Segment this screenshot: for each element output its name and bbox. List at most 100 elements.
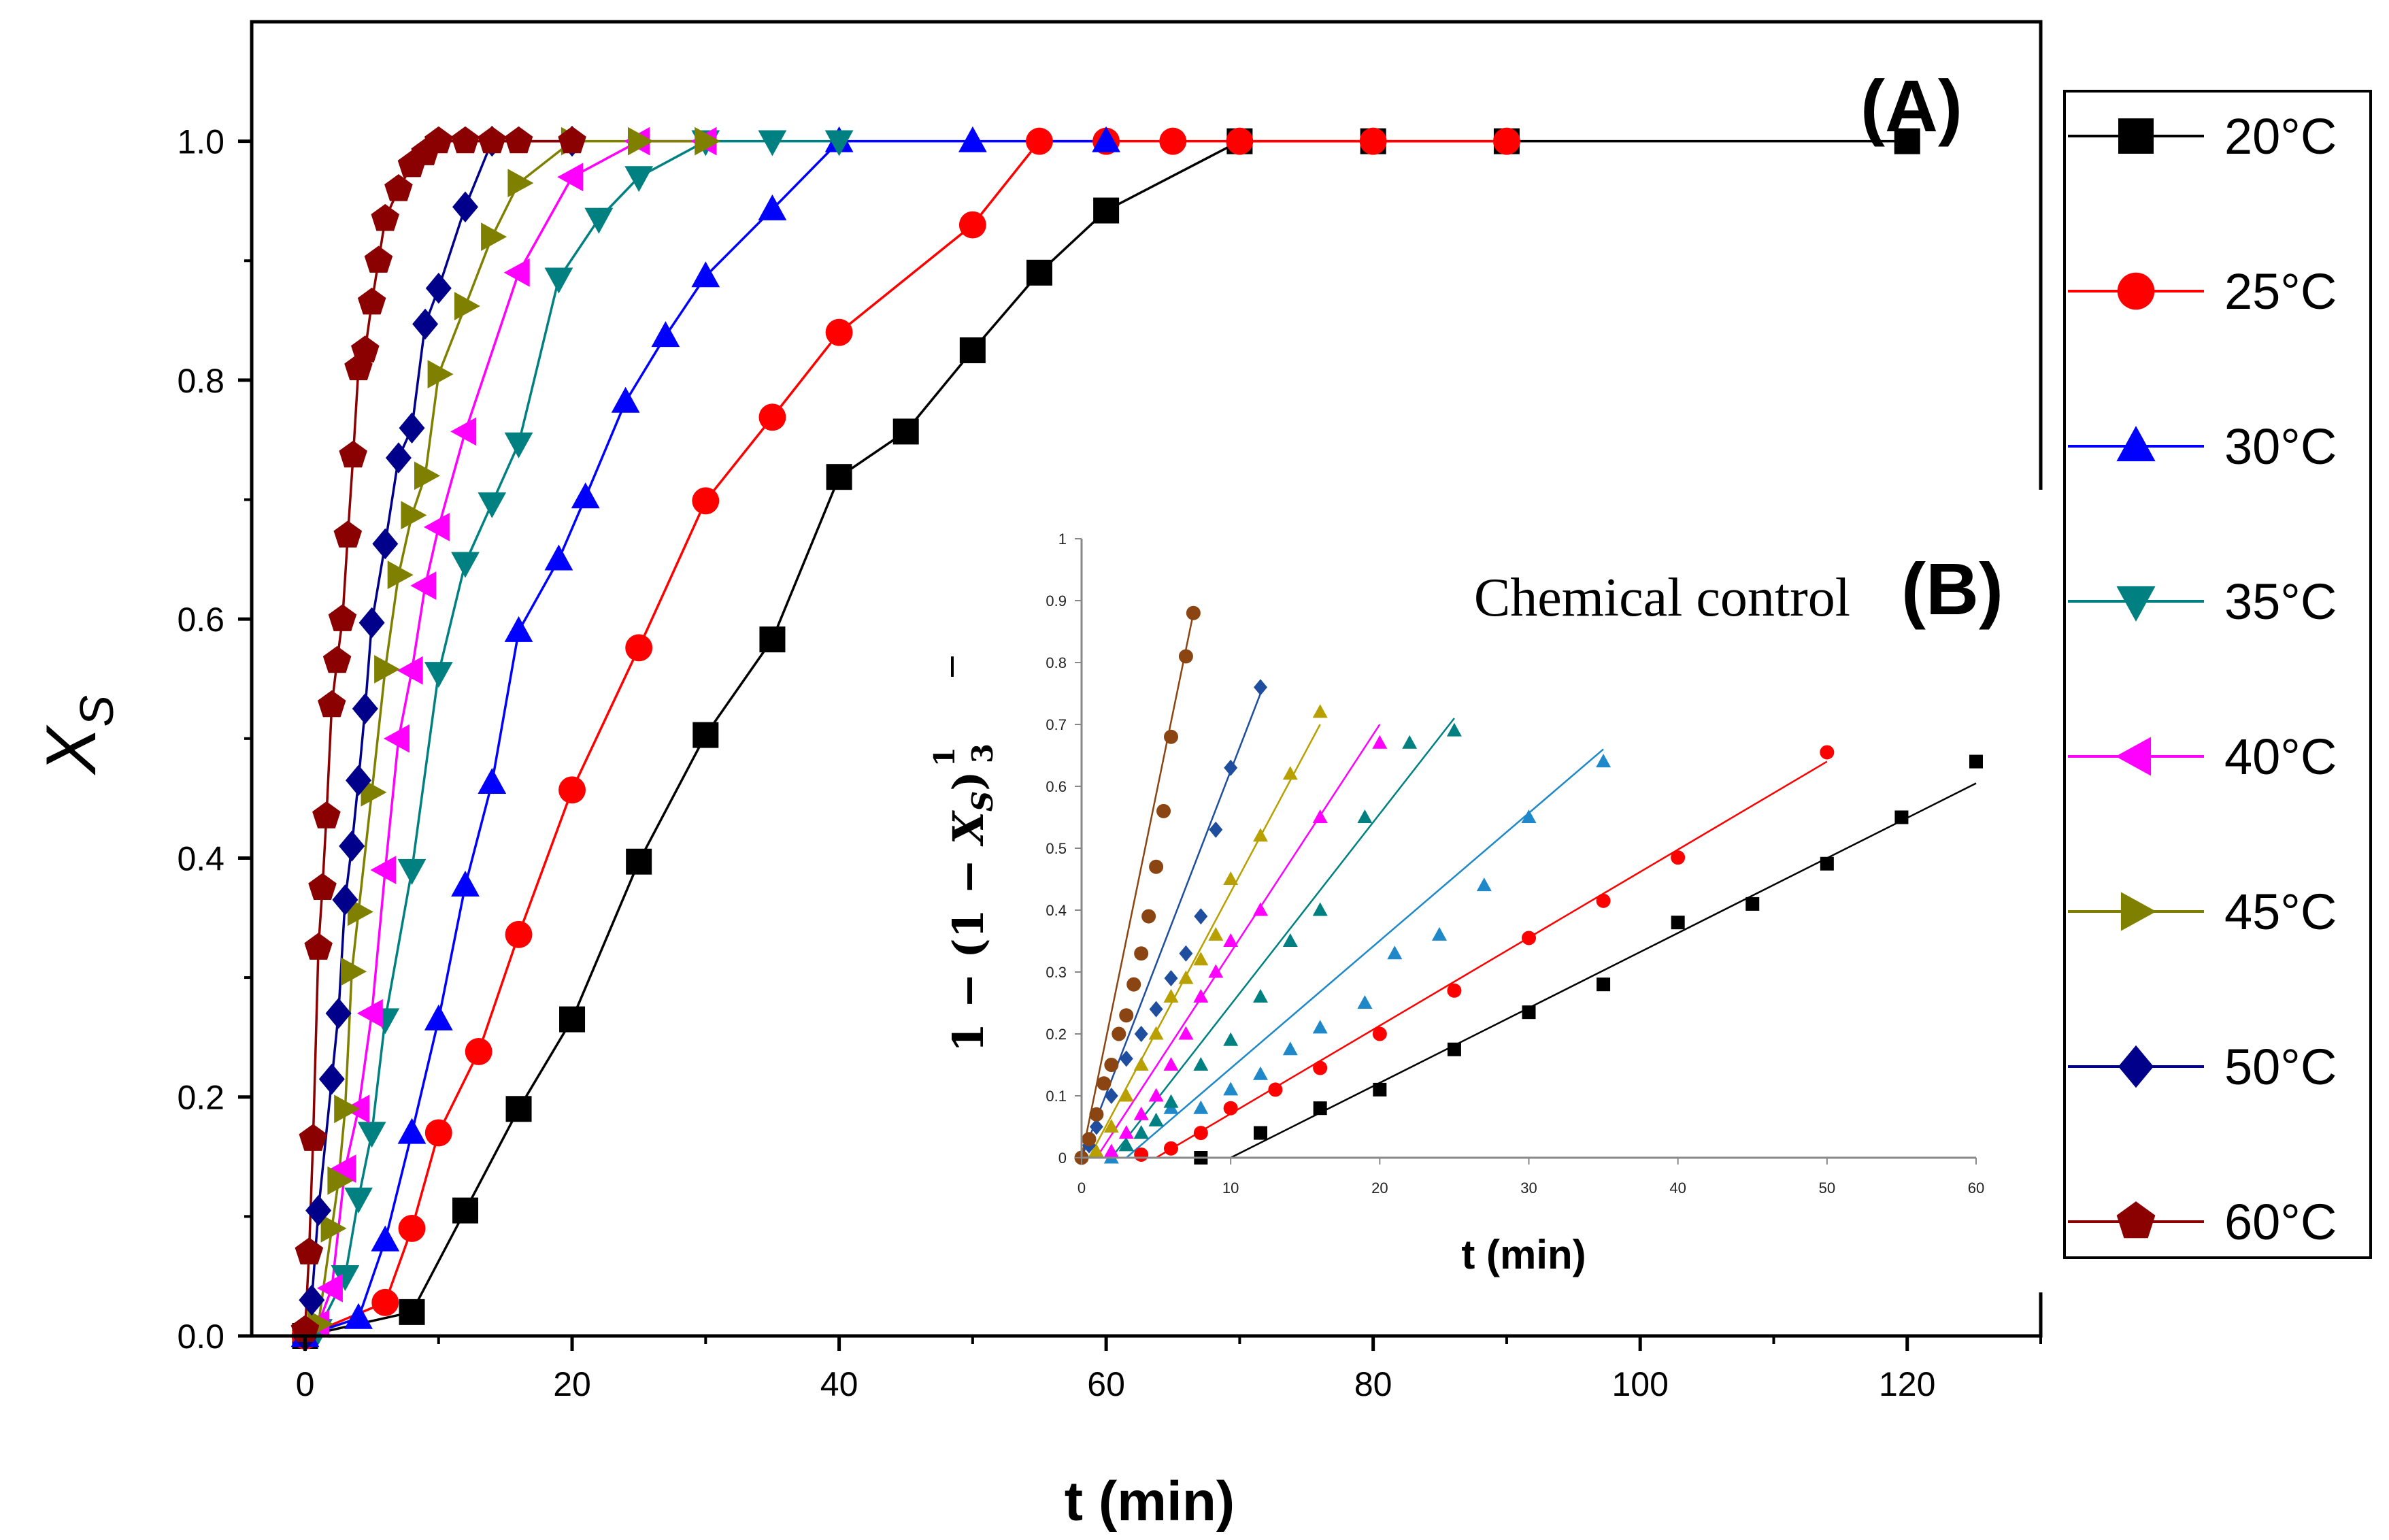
main-series-3-point — [651, 321, 680, 348]
main-series-7-point — [352, 693, 378, 724]
inset-series-1-point — [1745, 897, 1760, 911]
main-series-8-point — [318, 690, 346, 718]
main-series-4-point — [478, 492, 507, 518]
legend-item: 25°C — [2068, 263, 2337, 320]
main-series-7-point — [299, 1284, 325, 1316]
main-y-axis: 0.0 0.2 0.4 0.6 0.8 1.0 — [177, 22, 254, 1356]
inset-series-7-point — [1194, 908, 1208, 925]
inset-x-tick-label: 20 — [1371, 1179, 1388, 1196]
main-series-line-7 — [303, 139, 572, 1337]
main-x-tick-label: 100 — [1611, 1365, 1668, 1403]
main-series-2-point — [692, 487, 720, 515]
main-series-3-point — [691, 261, 720, 288]
legend-item: 45°C — [2068, 884, 2337, 940]
main-series-2-point — [465, 1038, 492, 1065]
main-series-8-point — [424, 126, 453, 154]
inset-series-4-point — [1193, 1057, 1209, 1071]
legend-marker — [2116, 426, 2156, 462]
legend-box — [2063, 90, 2372, 1259]
main-series-1-point — [759, 626, 786, 653]
inset-series-2-point — [1372, 1026, 1387, 1041]
main-series-7-point — [412, 308, 439, 340]
inset-series-1-point — [1447, 1042, 1461, 1056]
legend-label: 20°C — [2224, 108, 2337, 165]
inset-series-8-point — [1178, 649, 1193, 664]
inset-y-tick-label: 0.5 — [1046, 840, 1067, 857]
inset-series-5-point — [1178, 1026, 1194, 1040]
main-y-axis-title-main: X — [32, 724, 111, 775]
main-series-6-point — [401, 501, 427, 530]
main-series-1-point — [399, 1299, 425, 1325]
inset-y-title-x: X — [943, 809, 993, 847]
main-series-2-point — [371, 1288, 399, 1316]
main-series-3-point — [451, 871, 480, 897]
legend-label: 60°C — [2224, 1194, 2337, 1250]
inset-series-8-point — [1156, 803, 1171, 818]
inset-series-1-point — [1373, 1082, 1387, 1097]
main-series-7-point — [318, 1063, 345, 1095]
inset-x-tick-label: 0 — [1077, 1179, 1086, 1196]
main-series-5-point — [316, 1273, 343, 1303]
main-series-7-point — [358, 607, 385, 639]
inset-series-7-point — [1089, 1118, 1103, 1135]
inset-series-4-point — [1282, 933, 1298, 947]
inset-fit-line-6 — [1088, 724, 1321, 1158]
inset-series-5-point — [1253, 902, 1268, 916]
inset-series-3-point — [1357, 995, 1373, 1009]
inset-y-title-sub: S — [966, 791, 999, 811]
main-series-4-point — [397, 858, 427, 885]
inset-y-tick-label: 0.6 — [1046, 778, 1067, 795]
inset-series-2-point — [1268, 1082, 1283, 1097]
inset-y-tick-label: 0.8 — [1046, 654, 1067, 671]
legend-marker — [2118, 1045, 2154, 1088]
main-series-2-point — [505, 920, 533, 948]
main-x-tick-label: 40 — [820, 1365, 858, 1403]
main-y-tick-label: 0.4 — [177, 839, 224, 877]
legend-label: 35°C — [2224, 573, 2337, 630]
main-series-4-point — [824, 130, 854, 156]
inset-series-1-point — [1522, 1005, 1536, 1020]
inset-y-tick-label: 0.3 — [1046, 964, 1067, 981]
inset-series-2-point — [1671, 850, 1686, 865]
legend-label: 45°C — [2224, 884, 2337, 940]
main-series-7-point — [325, 998, 352, 1029]
inset-series-5-point — [1312, 809, 1328, 823]
legend-marker — [2116, 586, 2156, 622]
panel-label-b: (B) — [1901, 548, 2003, 630]
inset-series-3-point — [1253, 1066, 1268, 1080]
inset-series-1-point — [1254, 1126, 1267, 1140]
main-x-tick-label: 0 — [296, 1365, 315, 1403]
main-series-3-point — [371, 1225, 400, 1252]
inset-annotation: Chemical control — [1474, 568, 1850, 628]
main-y-tick-label: 0.2 — [177, 1079, 224, 1117]
legend-items: 20°C 25°C 30°C 35°C 40°C 45°C 50°C 60°C — [2068, 108, 2337, 1250]
main-series-6-point — [327, 1166, 354, 1195]
inset-series-8-point — [1186, 605, 1201, 620]
inset-series-4-point — [1163, 1094, 1179, 1108]
inset-series-1-point — [1894, 810, 1909, 824]
inset-series-2-point — [1134, 1147, 1149, 1162]
inset-y-tick-label: 0.9 — [1046, 592, 1067, 609]
inset-series-2-point — [1313, 1060, 1328, 1075]
legend-item: 30°C — [2068, 418, 2337, 475]
inset-fit-line-8 — [1080, 612, 1194, 1158]
inset-series-5-point — [1133, 1106, 1149, 1120]
main-series-3-point — [424, 1004, 453, 1031]
inset-series-2-point — [1223, 1101, 1238, 1116]
inset-y-tick-label: 0.4 — [1046, 902, 1067, 919]
main-series-6-point — [454, 292, 480, 320]
main-series-6-point — [387, 560, 414, 590]
inset-series-7-point — [1179, 945, 1193, 962]
main-series-1-point — [505, 1096, 532, 1122]
inset-series-2-point — [1164, 1141, 1178, 1156]
main-series-6-point — [414, 461, 440, 490]
main-series-2-point — [758, 403, 786, 431]
main-series-4-point — [544, 267, 573, 294]
inset-series-6-point — [1118, 1088, 1134, 1102]
legend-item: 60°C — [2068, 1194, 2337, 1250]
main-series-2-point — [1159, 127, 1187, 155]
inset-y-title-prefix: 1 − (1 − — [943, 844, 993, 1052]
main-y-tick-label: 1.0 — [177, 123, 224, 161]
main-series-4-point — [357, 1122, 386, 1148]
main-series-3-point — [478, 768, 507, 794]
